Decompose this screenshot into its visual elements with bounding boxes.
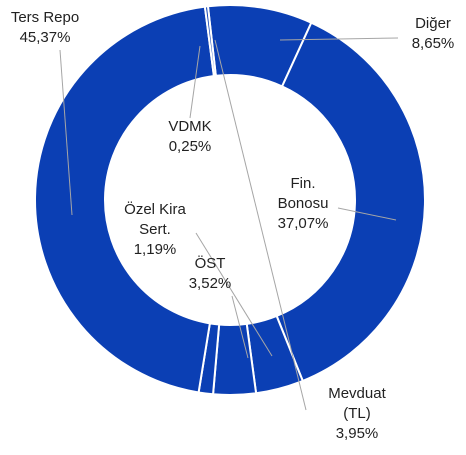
slice <box>203 5 217 78</box>
value-label: 3,52% <box>188 275 232 292</box>
data-label: VDMK 0,25% <box>160 117 220 157</box>
data-label: Mevduat (TL) 3,95% <box>317 384 397 444</box>
data-label: ÖST 3,52% <box>180 254 240 294</box>
category-label: VDMK <box>168 118 212 135</box>
category-label: Diğer <box>415 15 451 32</box>
data-label: Özel Kira Sert. 1,19% <box>113 200 197 260</box>
value-label: 8,65% <box>411 35 455 52</box>
leader-line <box>279 37 399 41</box>
leader-line <box>59 49 73 216</box>
slice <box>275 21 426 383</box>
value-label: 37,07% <box>277 215 329 232</box>
category-label: ÖST <box>194 255 226 272</box>
data-label: Ters Repo 45,37% <box>0 8 90 48</box>
data-label: Fin. Bonosu 37,07% <box>271 174 335 234</box>
leader-line <box>337 207 397 221</box>
category-label: Fin. Bonosu <box>277 175 329 212</box>
value-label: 45,37% <box>19 29 71 46</box>
leader-line <box>195 232 273 357</box>
slice <box>34 5 216 394</box>
category-label: Ters Repo <box>10 9 80 26</box>
value-label: 1,19% <box>133 241 177 258</box>
category-label: Mevduat (TL) <box>328 385 386 422</box>
leader-line <box>214 39 307 411</box>
value-label: 0,25% <box>168 138 212 155</box>
leader-line <box>231 295 249 359</box>
data-label: Diğer 8,65% <box>393 14 466 54</box>
value-label: 3,95% <box>335 425 379 442</box>
leader-line <box>189 45 201 119</box>
category-label: Özel Kira Sert. <box>124 201 186 238</box>
